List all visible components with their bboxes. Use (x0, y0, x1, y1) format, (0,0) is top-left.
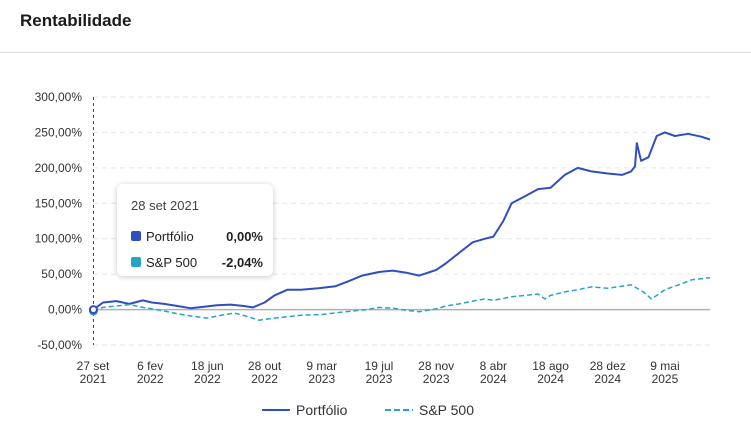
x-tick-year: 2022 (251, 372, 278, 386)
x-tick-label: 18 jun (191, 359, 224, 373)
tooltip-sp500-value: -2,04% (221, 255, 263, 270)
x-tick-year: 2025 (652, 372, 679, 386)
legend-portfolio-label: Portfólio (296, 402, 348, 418)
series-sp500-line (93, 276, 711, 321)
hover-cursor (88, 97, 98, 345)
tooltip: 28 set 2021 Portfólio 0,00% S&P 500 -2,0… (117, 184, 273, 276)
tooltip-sp500-swatch (131, 257, 141, 267)
x-tick-year: 2024 (480, 372, 507, 386)
x-tick-year: 2024 (594, 372, 621, 386)
x-tick-label: 28 dez (590, 359, 626, 373)
tooltip-portfolio-name: Portfólio (146, 229, 194, 244)
y-axis: 300,00% 250,00% 200,00% 150,00% 100,00% 50,00… (35, 90, 83, 352)
x-tick-year: 2023 (366, 372, 393, 386)
x-tick-label: 27 set (77, 359, 110, 373)
x-tick-label: 8 abr (480, 359, 507, 373)
legend-sp500-label: S&P 500 (419, 402, 474, 418)
page-title: Rentabilidade (20, 11, 132, 30)
tooltip-sp500-name: S&P 500 (146, 255, 198, 270)
y-tick-label: 0,00% (48, 303, 82, 317)
x-tick-label: 9 mai (650, 359, 679, 373)
series-portfolio-line (92, 131, 711, 311)
x-tick-label: 18 ago (532, 359, 569, 373)
cursor-point-portfolio (88, 305, 98, 315)
tooltip-row-sp500: S&P 500 -2,04% (131, 255, 263, 271)
legend-item-sp500[interactable]: S&P 500 (385, 402, 474, 418)
x-tick-label: 19 jul (365, 359, 394, 373)
legend-item-portfolio[interactable]: Portfólio (262, 402, 348, 418)
y-tick-label: 300,00% (35, 90, 83, 104)
y-tick-label: 100,00% (35, 232, 83, 246)
y-tick-label: 200,00% (35, 161, 83, 175)
x-tick-label: 6 fev (137, 359, 163, 373)
performance-chart[interactable]: 300,00% 250,00% 200,00% 150,00% 100,00% 50,00… (0, 53, 751, 442)
x-tick-label: 28 out (248, 359, 282, 373)
tooltip-date: 28 set 2021 (131, 198, 199, 213)
x-tick-label: 28 nov (418, 359, 454, 373)
series-layer (92, 131, 711, 321)
x-tick-year: 2023 (423, 372, 450, 386)
y-tick-label: 50,00% (41, 267, 82, 281)
x-tick-year: 2021 (80, 372, 107, 386)
legend: Portfólio S&P 500 (262, 402, 474, 418)
x-tick-year: 2022 (194, 372, 221, 386)
x-tick-label: 9 mar (306, 359, 337, 373)
y-tick-label: 150,00% (35, 196, 83, 210)
tooltip-portfolio-value: 0,00% (226, 229, 263, 244)
y-tick-label: 250,00% (35, 125, 83, 139)
x-tick-year: 2023 (308, 372, 335, 386)
x-tick-year: 2022 (137, 372, 164, 386)
x-tick-year: 2024 (537, 372, 564, 386)
y-tick-label: -50,00% (37, 338, 82, 352)
header: Rentabilidade (0, 0, 751, 53)
tooltip-row-portfolio: Portfólio 0,00% (131, 229, 263, 245)
tooltip-portfolio-swatch (131, 231, 141, 241)
